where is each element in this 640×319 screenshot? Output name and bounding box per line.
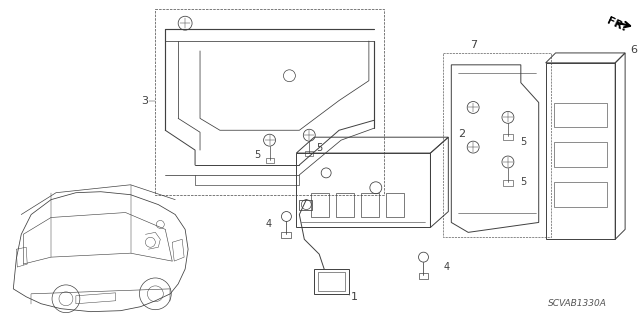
Text: 5: 5 [255, 150, 260, 160]
Text: SCVAB1330A: SCVAB1330A [548, 299, 607, 308]
Text: 1: 1 [351, 292, 358, 302]
Text: 5: 5 [316, 143, 323, 153]
Text: 7: 7 [470, 40, 477, 50]
Text: 6: 6 [630, 45, 637, 55]
Text: 5: 5 [520, 177, 526, 187]
Text: FR.: FR. [605, 15, 628, 33]
Text: 5: 5 [520, 137, 526, 147]
Text: 4: 4 [266, 219, 271, 229]
Text: 2: 2 [458, 129, 465, 139]
Text: 4: 4 [444, 262, 449, 272]
Text: 3: 3 [141, 95, 148, 106]
